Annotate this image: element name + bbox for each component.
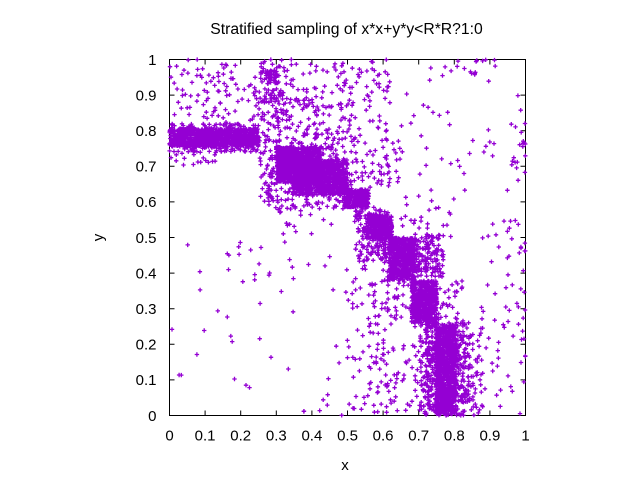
svg-text:0.2: 0.2 <box>136 337 157 354</box>
svg-text:0.1: 0.1 <box>195 428 216 445</box>
svg-text:0.4: 0.4 <box>301 428 322 445</box>
svg-text:0.7: 0.7 <box>408 428 429 445</box>
svg-text:0.3: 0.3 <box>266 428 287 445</box>
svg-text:0.8: 0.8 <box>444 428 465 445</box>
svg-text:1: 1 <box>148 52 156 69</box>
svg-text:0.6: 0.6 <box>136 194 157 211</box>
svg-text:0.6: 0.6 <box>373 428 394 445</box>
svg-text:0.7: 0.7 <box>136 159 157 176</box>
svg-text:0.5: 0.5 <box>337 428 358 445</box>
svg-text:0.8: 0.8 <box>136 123 157 140</box>
svg-text:y: y <box>90 233 107 241</box>
svg-text:0.9: 0.9 <box>479 428 500 445</box>
svg-text:0.3: 0.3 <box>136 301 157 318</box>
svg-text:0.4: 0.4 <box>136 265 157 282</box>
svg-text:1: 1 <box>521 428 529 445</box>
svg-text:Stratified sampling of x*x+y*y: Stratified sampling of x*x+y*y<R*R?1:0 <box>210 21 483 38</box>
svg-text:0.1: 0.1 <box>136 372 157 389</box>
svg-text:0: 0 <box>165 428 173 445</box>
svg-text:x: x <box>341 457 349 474</box>
svg-text:0.9: 0.9 <box>136 87 157 104</box>
svg-text:0: 0 <box>148 408 156 425</box>
svg-text:0.5: 0.5 <box>136 230 157 247</box>
svg-text:0.2: 0.2 <box>230 428 251 445</box>
